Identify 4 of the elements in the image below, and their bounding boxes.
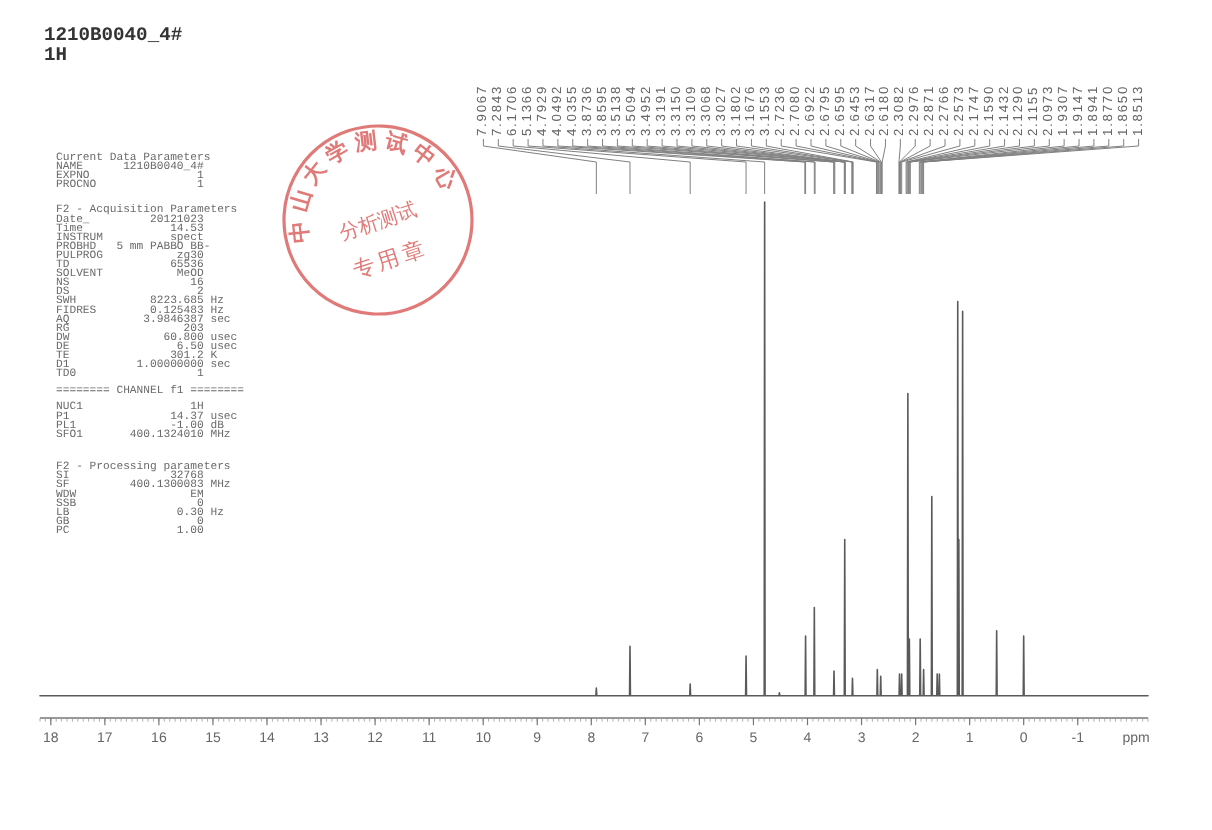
- chart-title: 1210B0040_4#: [44, 24, 183, 46]
- chart-subtitle: 1H: [44, 44, 68, 66]
- annotation: 专用章: [349, 234, 432, 284]
- stamp: 中山大学测试中心 分析测试 专用章: [282, 124, 474, 316]
